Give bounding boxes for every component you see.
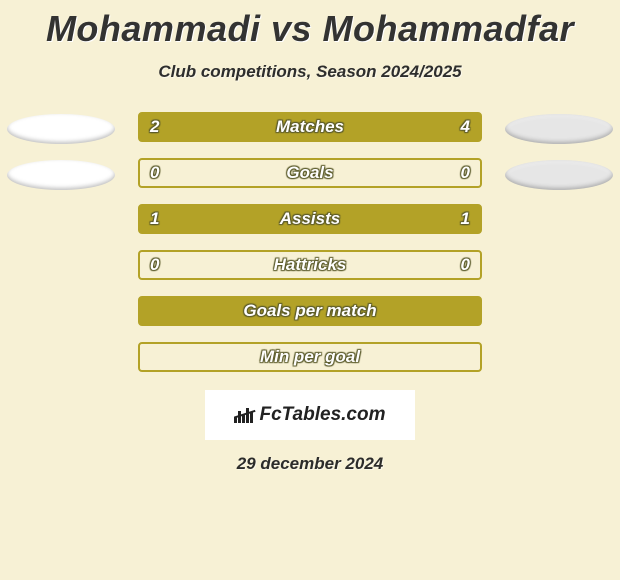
team-badge-right [505,114,613,144]
stat-label: Hattricks [140,255,480,275]
stat-bar: 24Matches [138,112,482,142]
stats-container: 24Matches00Goals11Assists00HattricksGoal… [0,108,620,384]
bar-fill-right [252,114,480,140]
chart-icon [234,408,253,423]
stat-bar: 11Assists [138,204,482,234]
stat-value-left: 0 [150,255,159,275]
stat-row: 0 0Goals [0,154,620,200]
bar-fill-left [140,298,310,324]
date-text: 29 december 2024 [0,454,620,474]
stat-row: 24Matches [0,108,620,154]
stat-row: 0 0Hattricks [0,246,620,292]
brand-badge: FcTables.com [205,390,415,440]
team-badge-left [7,160,115,190]
brand-text: FcTables.com [259,404,385,426]
stat-value-right: 0 [461,255,470,275]
team-badge-left [7,114,115,144]
team-badge-right [505,160,613,190]
stat-row: 11Assists [0,200,620,246]
stat-label: Goals [140,163,480,183]
stat-value-left: 0 [150,163,159,183]
bar-fill-left [140,114,252,140]
stat-bar: Min per goal [138,342,482,372]
bar-fill-left [140,206,310,232]
stat-bar: 0 0Hattricks [138,250,482,280]
stat-bar: 0 0Goals [138,158,482,188]
page-title: Mohammadi vs Mohammadfar [0,0,620,50]
stat-row: Min per goal [0,338,620,384]
stat-row: Goals per match [0,292,620,338]
stat-label: Min per goal [140,347,480,367]
stat-bar: Goals per match [138,296,482,326]
bar-fill-right [310,298,480,324]
stat-value-right: 0 [461,163,470,183]
bar-fill-right [310,206,480,232]
subtitle: Club competitions, Season 2024/2025 [0,62,620,82]
